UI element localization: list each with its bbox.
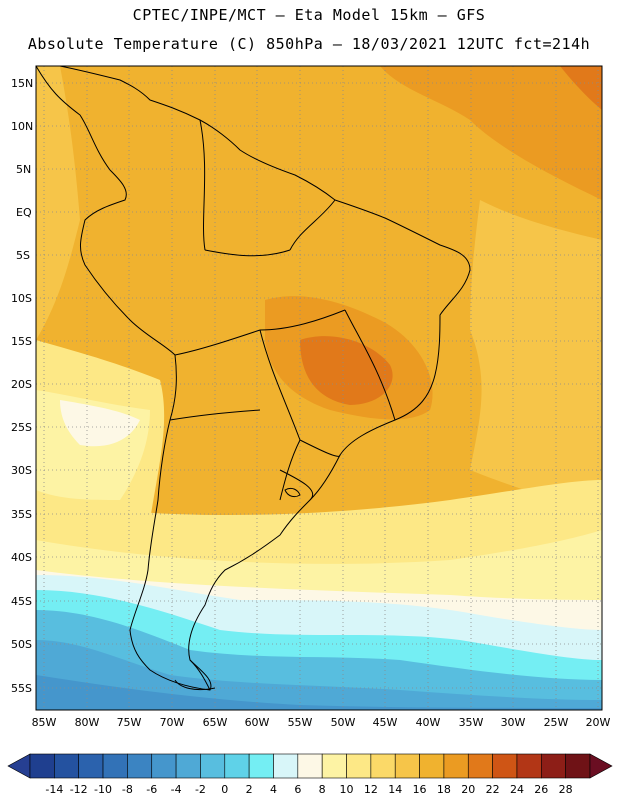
colorbar-tick-label: -14 xyxy=(45,783,63,796)
colorbar-swatch xyxy=(175,753,201,779)
lon-label: 30W xyxy=(501,716,526,729)
colorbar-swatch xyxy=(273,753,299,779)
colorbar-tick-label: 4 xyxy=(270,783,277,796)
colorbar-swatch xyxy=(516,753,542,779)
colorbar-tick-label: 2 xyxy=(246,783,253,796)
lat-label: EQ xyxy=(16,206,32,219)
colorbar-tick-label: 18 xyxy=(437,783,451,796)
map-subtitle: Absolute Temperature (C) 850hPa – 18/03/… xyxy=(27,35,591,53)
lat-label: 20S xyxy=(11,378,32,391)
lon-label: 65W xyxy=(203,716,228,729)
lat-label: 55S xyxy=(11,682,32,695)
colorbar-swatch xyxy=(102,753,128,779)
longitude-labels: 85W 80W 75W 70W 65W 60W 55W 50W 45W 40W … xyxy=(32,716,611,729)
lon-label: 85W xyxy=(32,716,57,729)
lon-label: 75W xyxy=(117,716,142,729)
colorbar-swatch xyxy=(370,753,396,779)
colorbar-swatch xyxy=(224,753,250,779)
lat-label: 40S xyxy=(11,551,32,564)
coastlines xyxy=(36,66,471,691)
lon-label: 35W xyxy=(459,716,484,729)
lat-label: 10N xyxy=(11,120,33,133)
lat-label: 50S xyxy=(11,638,32,651)
colorbar-tick-label: 12 xyxy=(364,783,378,796)
colorbar-swatch xyxy=(565,753,591,779)
lon-label: 45W xyxy=(373,716,398,729)
colorbar-tick-label: 24 xyxy=(510,783,524,796)
colorbar-swatch xyxy=(394,753,420,779)
colorbar-max-arrow xyxy=(589,753,613,779)
lat-label: 30S xyxy=(11,464,32,477)
colorbar-swatch xyxy=(321,753,347,779)
colorbar-tick-label: -2 xyxy=(195,783,206,796)
colorbar-swatch xyxy=(29,753,55,779)
colorbar-swatch xyxy=(78,753,104,779)
lon-label: 70W xyxy=(160,716,185,729)
colorbar-tick-label: 8 xyxy=(319,783,326,796)
colorbar-tick-label: 20 xyxy=(461,783,475,796)
map-title: CPTEC/INPE/MCT – Eta Model 15km – GFS xyxy=(132,6,486,24)
map-frame xyxy=(35,65,603,711)
colorbar-swatch xyxy=(297,753,323,779)
colorbar-swatch xyxy=(248,753,274,779)
lon-label: 55W xyxy=(288,716,313,729)
colorbar-tick-label: -4 xyxy=(171,783,182,796)
lat-label: 45S xyxy=(11,595,32,608)
colorbar-tick-label: 26 xyxy=(534,783,548,796)
lat-label: 25S xyxy=(11,421,32,434)
colorbar-tick-label: 10 xyxy=(340,783,354,796)
colorbar-swatch xyxy=(127,753,153,779)
lat-label: 15S xyxy=(11,335,32,348)
colorbar-swatch xyxy=(467,753,493,779)
latitude-labels: 15N 10N 5N EQ 5S 10S 15S 20S 25S 30S 35S… xyxy=(11,77,33,695)
colorbar-tick-label: -12 xyxy=(70,783,88,796)
colorbar-swatch xyxy=(443,753,469,779)
colorbar-tick-label: 22 xyxy=(486,783,500,796)
colorbar-swatch xyxy=(151,753,177,779)
colorbar-tick-label: -6 xyxy=(146,783,157,796)
colorbar-tick-label: 28 xyxy=(559,783,573,796)
colorbar-tick-label: -8 xyxy=(122,783,133,796)
lat-label: 5S xyxy=(16,249,30,262)
lat-label: 10S xyxy=(11,292,32,305)
colorbar-swatch xyxy=(54,753,79,779)
lon-label: 50W xyxy=(331,716,356,729)
temperature-field xyxy=(36,66,602,710)
lon-label: 40W xyxy=(416,716,441,729)
lon-label: 80W xyxy=(75,716,100,729)
colorbar-tick-label: 0 xyxy=(221,783,228,796)
lon-label: 25W xyxy=(544,716,569,729)
colorbar-min-arrow xyxy=(7,753,31,779)
graticule xyxy=(36,66,602,710)
colorbar xyxy=(7,753,613,779)
lat-label: 5N xyxy=(16,163,31,176)
lat-label: 35S xyxy=(11,508,32,521)
colorbar-swatch xyxy=(419,753,445,779)
colorbar-swatch xyxy=(492,753,518,779)
colorbar-ticks: -14 -12 -10 -8 -6 -4 -2 0 2 4 6 8 10 12 14 16 18 20 22 24 26… xyxy=(45,783,572,796)
colorbar-tick-label: 6 xyxy=(294,783,301,796)
lat-label: 15N xyxy=(11,77,33,90)
colorbar-swatch xyxy=(200,753,226,779)
colorbar-tick-label: 16 xyxy=(413,783,427,796)
colorbar-tick-label: -10 xyxy=(94,783,112,796)
lon-label: 60W xyxy=(245,716,270,729)
lon-label: 20W xyxy=(586,716,611,729)
colorbar-tick-label: 14 xyxy=(388,783,402,796)
colorbar-swatch xyxy=(541,753,566,779)
colorbar-swatch xyxy=(346,753,372,779)
